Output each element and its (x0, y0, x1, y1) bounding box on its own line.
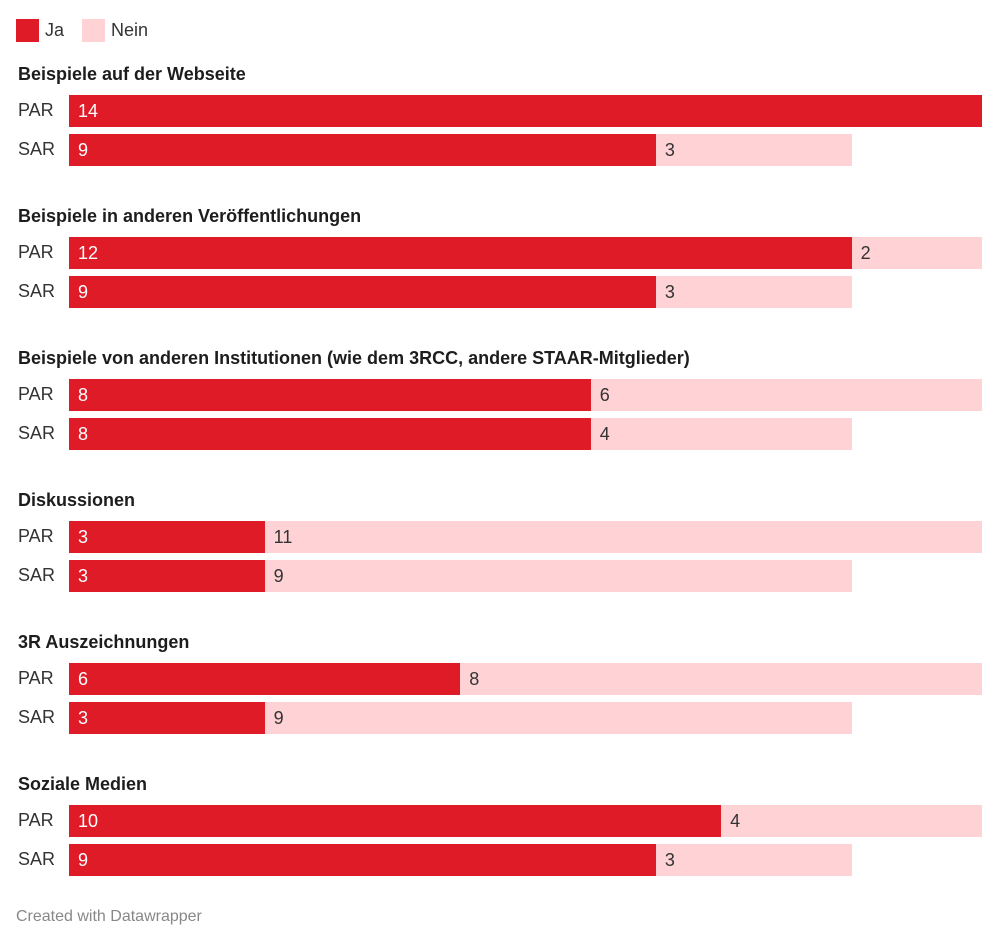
row-label: PAR (18, 810, 54, 830)
bar-ja (69, 521, 265, 553)
group-title: Beispiele von anderen Institutionen (wie… (18, 348, 690, 368)
row-label: PAR (18, 100, 54, 120)
row-label: SAR (18, 423, 56, 443)
bar-ja (69, 276, 656, 308)
value-label-nein: 2 (860, 243, 871, 263)
bar-ja (69, 95, 982, 127)
row-label: SAR (18, 849, 56, 869)
value-label-ja: 8 (78, 385, 89, 405)
value-label-nein: 4 (599, 424, 610, 444)
legend-item-nein: Nein (82, 19, 148, 42)
value-label-nein: 4 (730, 811, 741, 831)
value-label-ja: 12 (78, 243, 99, 263)
bar-ja (69, 134, 656, 166)
value-label-ja: 14 (78, 101, 99, 121)
group-title: Soziale Medien (18, 774, 148, 794)
bar-ja (69, 237, 852, 269)
bar-ja (69, 379, 591, 411)
value-label-ja: 3 (78, 566, 89, 586)
value-label-nein: 3 (664, 850, 675, 870)
bar-nein (460, 663, 982, 695)
value-label-ja: 6 (78, 669, 89, 689)
row-label: SAR (18, 707, 56, 727)
value-label-ja: 3 (78, 708, 89, 728)
value-label-ja: 8 (78, 424, 89, 444)
bar-ja (69, 560, 265, 592)
bar-nein (264, 560, 852, 592)
legend: Ja Nein (16, 19, 166, 42)
value-label-ja: 9 (78, 140, 89, 160)
row-label: SAR (18, 565, 56, 585)
bar-nein (655, 276, 852, 308)
group-title: Beispiele in anderen Veröffentlichungen (18, 206, 362, 226)
value-label-nein: 8 (469, 669, 480, 689)
legend-label-nein: Nein (111, 20, 149, 40)
value-label-ja: 9 (78, 850, 89, 870)
bar-ja (69, 418, 591, 450)
bar-nein (264, 702, 852, 734)
legend-swatch-nein (82, 19, 106, 42)
legend-item-ja: Ja (16, 19, 64, 42)
value-label-nein: 11 (273, 527, 293, 547)
value-label-nein: 6 (599, 385, 610, 405)
value-label-ja: 9 (78, 282, 89, 302)
row-label: PAR (18, 384, 54, 404)
row-label: SAR (18, 281, 56, 301)
bar-nein (655, 134, 852, 166)
legend-label-ja: Ja (45, 20, 65, 40)
group-title: Beispiele auf der Webseite (18, 64, 246, 84)
value-label-ja: 3 (78, 527, 89, 547)
row-label: SAR (18, 139, 56, 159)
bar-nein (590, 418, 852, 450)
value-label-nein: 9 (273, 708, 284, 728)
bar-nein (721, 805, 982, 837)
legend-swatch-ja (16, 19, 39, 42)
value-label-nein: 3 (664, 140, 675, 160)
group-title: 3R Auszeichnungen (18, 632, 190, 652)
bar-ja (69, 844, 656, 876)
bar-ja (69, 805, 722, 837)
bar-ja (69, 702, 265, 734)
group-title: Diskussionen (18, 490, 136, 510)
row-label: PAR (18, 526, 54, 546)
bar-nein (264, 521, 982, 553)
row-label: PAR (18, 242, 54, 262)
value-label-ja: 10 (78, 811, 99, 831)
row-label: PAR (18, 668, 54, 688)
value-label-nein: 9 (273, 566, 284, 586)
bar-nein (655, 844, 852, 876)
value-label-nein: 3 (664, 282, 675, 302)
bar-ja (69, 663, 461, 695)
bar-nein (851, 237, 982, 269)
bar-nein (590, 379, 982, 411)
footer-credit[interactable]: Created with Datawrapper (16, 908, 202, 925)
